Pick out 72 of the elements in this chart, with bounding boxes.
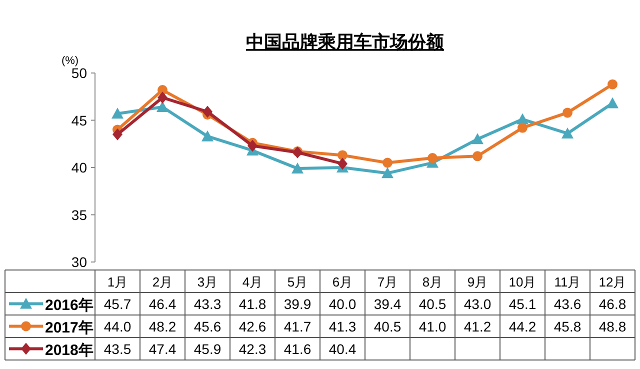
x-tick-label: 10月: [508, 274, 536, 290]
point: [292, 162, 304, 174]
x-tick-label: 6月: [332, 274, 353, 290]
data-label: 46.4: [148, 296, 176, 312]
data-label: 45.9: [194, 340, 222, 357]
data-label: 41.8: [238, 296, 266, 312]
point: [562, 127, 574, 138]
x-tick-label: 5月: [287, 274, 308, 290]
y-tick-label: 35: [71, 206, 88, 223]
point: [202, 106, 212, 118]
data-label: 41.7: [284, 318, 312, 334]
x-tick-label: 2月: [152, 274, 173, 290]
data-label: 45.6: [194, 318, 222, 334]
y-tick-label: 50: [71, 65, 88, 81]
data-label: 39.4: [374, 296, 402, 312]
data-label: 45.8: [554, 318, 582, 334]
x-tick-label: 8月: [422, 274, 443, 290]
legend-label: 2018年: [45, 342, 94, 359]
point: [338, 158, 348, 170]
x-tick-label: 12月: [598, 274, 626, 290]
x-tick-label: 9月: [467, 274, 488, 290]
point: [562, 108, 572, 118]
y-tick-label: 40: [71, 160, 88, 176]
x-tick-label: 7月: [377, 274, 398, 290]
data-label: 43.3: [194, 296, 222, 312]
y-tick-label: 30: [71, 254, 88, 270]
point: [606, 97, 618, 108]
point: [472, 151, 482, 162]
point: [156, 101, 168, 112]
chart-title: 中国品牌乘用车市场份额: [246, 32, 445, 52]
legend-label: 2017年: [45, 319, 94, 336]
point: [382, 167, 394, 178]
data-label: 40.5: [374, 318, 402, 334]
point: [248, 140, 258, 152]
x-tick-label: 3月: [197, 274, 218, 290]
data-label: 40.4: [328, 340, 356, 357]
x-tick-label: 1月: [107, 274, 128, 290]
data-label: 43.5: [104, 340, 132, 357]
data-label: 44.0: [104, 318, 132, 334]
data-label: 44.2: [508, 318, 536, 334]
point: [112, 128, 122, 140]
data-label: 42.3: [238, 340, 266, 357]
y-tick-label: 45: [71, 112, 88, 128]
data-label: 41.6: [284, 340, 312, 357]
data-label: 43.6: [554, 296, 582, 312]
data-label: 46.8: [598, 296, 626, 312]
data-label: 43.0: [464, 296, 492, 312]
data-label: 45.1: [508, 296, 536, 312]
data-label: 40.5: [418, 296, 446, 312]
data-label: 41.0: [418, 318, 446, 334]
point: [518, 122, 528, 133]
data-label: 47.4: [148, 340, 176, 357]
y-axis-title: (%): [61, 55, 79, 67]
data-label: 48.2: [148, 318, 176, 334]
point: [158, 92, 168, 104]
data-label: 41.2: [464, 318, 492, 334]
x-tick-label: 4月: [242, 274, 263, 290]
x-tick-label: 11月: [554, 274, 581, 290]
data-label: 42.6: [238, 318, 266, 334]
data-label: 41.3: [328, 318, 356, 334]
point: [382, 158, 392, 168]
data-label: 40.0: [328, 296, 356, 312]
point: [338, 150, 348, 160]
data-label: 39.9: [284, 296, 312, 312]
data-label: 45.7: [104, 296, 132, 312]
data-label: 48.8: [598, 318, 626, 334]
point: [428, 153, 438, 164]
point: [472, 133, 484, 144]
legend-label: 2016年: [45, 296, 94, 314]
point: [112, 108, 124, 119]
point: [608, 79, 618, 90]
point: [202, 130, 214, 142]
